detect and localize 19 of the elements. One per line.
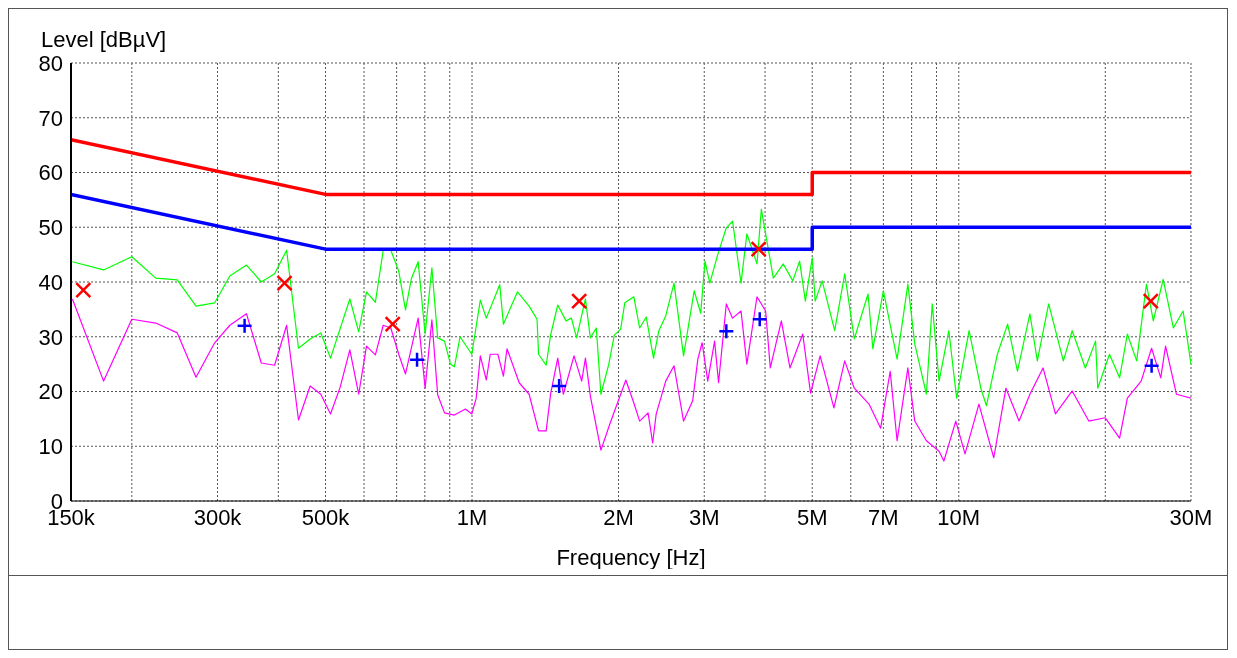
y-tick-label: 70 (38, 105, 63, 131)
x-tick-label: 5M (796, 504, 828, 530)
x-tick-label: 500k (301, 504, 351, 530)
y-axis-title: Level [dBµV] (41, 27, 167, 53)
x-tick-label: 3M (688, 504, 720, 530)
x-tick-label: 300k (193, 504, 243, 530)
x-tick-label: 2M (603, 504, 634, 530)
y-tick-label: 10 (38, 434, 63, 460)
x-tick-label: 7M (868, 504, 899, 530)
x-tick-label: 30M (1169, 504, 1213, 530)
x-tick-label: 10M (937, 504, 981, 530)
y-tick-label: 20 (38, 379, 63, 405)
y-tick-label: 30 (38, 324, 63, 350)
y-tick-label: 40 (38, 269, 63, 295)
x-tick-label: 1M (456, 504, 488, 530)
y-tick-label: 80 (38, 50, 63, 76)
y-tick-label: 60 (38, 160, 63, 186)
y-tick-label: 50 (38, 215, 63, 241)
x-axis-title: Frequency [Hz] (556, 545, 706, 570)
